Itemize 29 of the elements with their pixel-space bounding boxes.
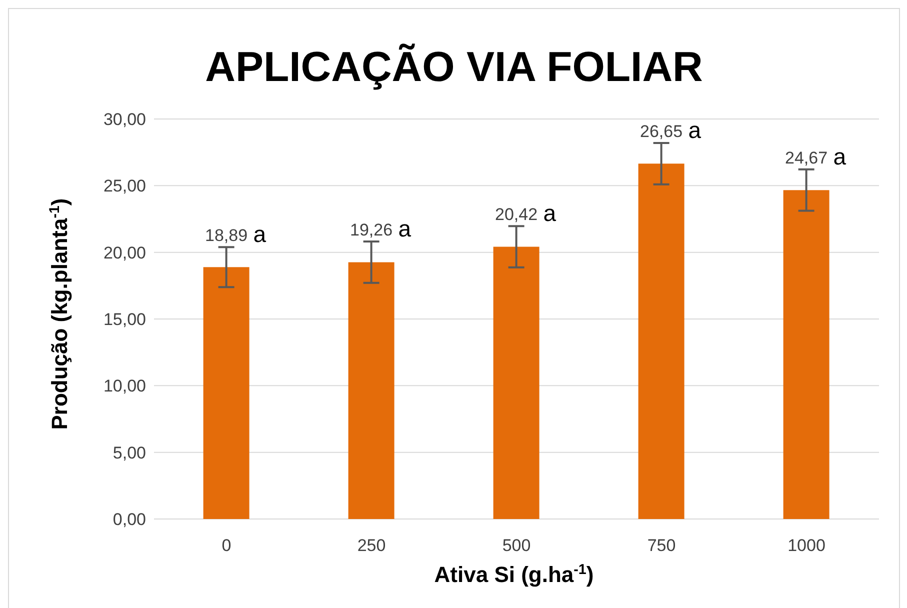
annotation: a (688, 117, 702, 143)
x-tick-label: 0 (222, 536, 232, 556)
y-tick-label: 30,00 (103, 110, 146, 130)
chart-title: APLICAÇÃO VIA FOLIAR (205, 43, 703, 90)
y-tick-label: 5,00 (112, 443, 146, 462)
y-tick-label: 25,00 (103, 176, 146, 196)
x-tick-label: 1000 (788, 536, 826, 556)
bar (203, 267, 250, 519)
y-tick-label: 20,00 (103, 243, 146, 262)
annotation: a (253, 221, 266, 248)
bar (783, 190, 830, 519)
data-label: 18,89 (205, 226, 248, 246)
data-label: 19,26 (350, 220, 393, 240)
x-axis-title: Ativa Si (g.ha$^{-1}$) (434, 562, 594, 587)
data-label: 20,42 (495, 205, 538, 224)
x-tick-label: 500 (502, 536, 531, 556)
annotation: a (543, 200, 556, 226)
data-label: 24,67 (785, 148, 828, 168)
bar (493, 246, 540, 519)
y-tick-label: 0,00 (112, 510, 146, 530)
annotation: a (398, 216, 412, 242)
y-tick-label: 10,00 (103, 376, 146, 396)
bar (638, 164, 684, 519)
annotation: a (833, 143, 846, 170)
bar (348, 262, 394, 519)
y-tick-label: 15,00 (103, 310, 146, 330)
x-tick-label: 250 (357, 536, 386, 556)
data-label: 26,65 (640, 122, 683, 141)
x-tick-label: 750 (647, 536, 676, 556)
